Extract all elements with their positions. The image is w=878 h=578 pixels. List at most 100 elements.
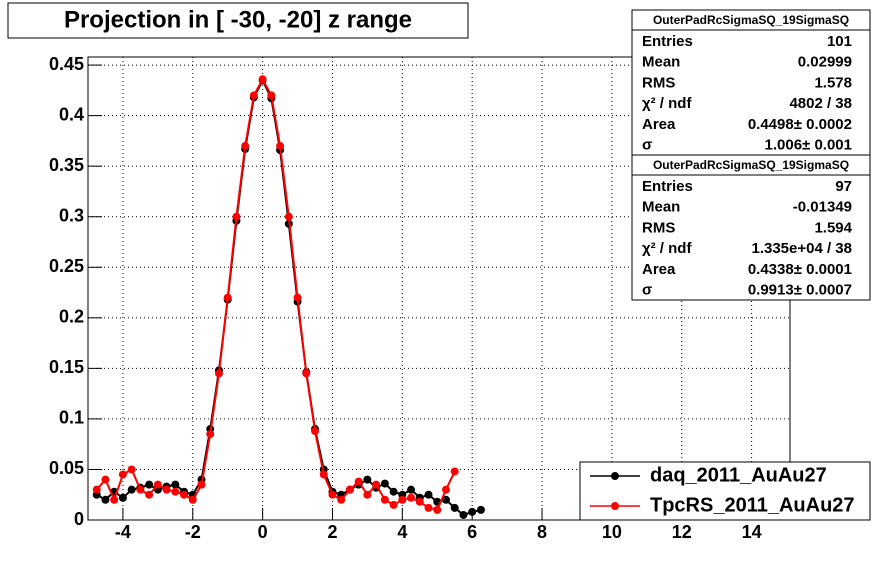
- stats-box: [631, 9, 871, 156]
- stats-label: χ² / ndf: [642, 95, 692, 112]
- marker: [363, 475, 372, 484]
- stats-value: 1.578: [814, 74, 852, 91]
- y-tick-label: 0.3: [59, 205, 84, 225]
- stats-value: 1.335e+04 / 38: [751, 240, 852, 257]
- marker: [380, 495, 389, 504]
- marker: [153, 480, 162, 489]
- marker: [110, 495, 119, 504]
- marker: [284, 212, 293, 221]
- stats-label: Area: [642, 116, 676, 133]
- marker: [415, 497, 424, 506]
- marker: [441, 485, 450, 494]
- y-tick-label: 0.1: [59, 408, 84, 428]
- y-tick-label: 0.15: [49, 357, 84, 377]
- stats-box: [631, 154, 871, 301]
- marker: [267, 91, 276, 100]
- stats-label: Entries: [642, 33, 693, 50]
- stats-label: Mean: [642, 54, 680, 71]
- marker: [398, 495, 407, 504]
- marker: [441, 495, 450, 504]
- marker: [145, 490, 154, 499]
- marker: [92, 485, 101, 494]
- marker: [372, 480, 381, 489]
- x-tick-label: 12: [672, 522, 692, 542]
- y-tick-label: 0.45: [49, 54, 84, 74]
- x-tick-label: -4: [115, 522, 131, 542]
- marker: [424, 490, 433, 499]
- marker: [389, 500, 398, 509]
- marker: [302, 369, 311, 378]
- legend-box: [579, 461, 871, 521]
- y-tick-label: 0: [74, 509, 84, 529]
- x-tick-label: 6: [467, 522, 477, 542]
- y-tick-label: 0.25: [49, 256, 84, 276]
- marker: [276, 141, 285, 150]
- marker: [363, 490, 372, 499]
- stats-label: RMS: [642, 219, 675, 236]
- stats-label: RMS: [642, 74, 675, 91]
- stats-value: 1.006± 0.001: [765, 136, 852, 153]
- legend-label: TpcRS_2011_AuAu27: [650, 494, 855, 516]
- y-tick-label: 0.2: [59, 307, 84, 327]
- marker: [311, 427, 320, 436]
- marker: [188, 495, 197, 504]
- marker: [162, 485, 171, 494]
- marker: [258, 75, 267, 84]
- marker: [101, 495, 110, 504]
- x-tick-label: 4: [397, 522, 407, 542]
- stats-label: Area: [642, 261, 676, 278]
- marker: [328, 490, 337, 499]
- marker: [206, 430, 215, 439]
- stats-value: 1.594: [814, 219, 852, 236]
- marker: [171, 487, 180, 496]
- marker: [450, 467, 459, 476]
- marker: [127, 485, 136, 494]
- marker: [345, 485, 354, 494]
- marker: [407, 485, 416, 494]
- marker: [145, 480, 154, 489]
- marker: [241, 141, 250, 150]
- marker: [197, 480, 206, 489]
- stats-title: OuterPadRcSigmaSQ_19SigmaSQ: [653, 13, 849, 27]
- marker: [459, 510, 468, 519]
- stats-label: σ: [642, 136, 652, 153]
- x-tick-label: -2: [185, 522, 201, 542]
- marker: [433, 505, 442, 514]
- marker: [171, 480, 180, 489]
- marker: [450, 503, 459, 512]
- x-tick-label: 14: [742, 522, 762, 542]
- title-box: [7, 2, 469, 39]
- y-tick-label: 0.05: [49, 458, 84, 478]
- stats-title: OuterPadRcSigmaSQ_19SigmaSQ: [653, 158, 849, 172]
- stats-label: χ² / ndf: [642, 240, 692, 257]
- stats-value: 0.4338± 0.0001: [748, 261, 852, 278]
- y-tick-label: 0.4: [59, 104, 84, 124]
- stats-value: -0.01349: [793, 199, 852, 216]
- marker: [389, 487, 398, 496]
- stats-value: 0.4498± 0.0002: [748, 116, 852, 133]
- y-tick-label: 0.35: [49, 155, 84, 175]
- x-tick-label: 10: [602, 522, 622, 542]
- stats-value: 4802 / 38: [789, 95, 852, 112]
- legend-marker: [611, 502, 619, 510]
- x-tick-label: 2: [327, 522, 337, 542]
- stats-label: σ: [642, 281, 652, 298]
- marker: [293, 293, 302, 302]
- marker: [380, 479, 389, 488]
- marker: [354, 477, 363, 486]
- marker: [127, 465, 136, 474]
- marker: [223, 293, 232, 302]
- marker: [476, 505, 485, 514]
- marker: [101, 475, 110, 484]
- stats-value: 101: [827, 33, 852, 50]
- stats-label: Entries: [642, 178, 693, 195]
- x-tick-label: 0: [258, 522, 268, 542]
- stats-value: 0.02999: [798, 54, 852, 71]
- marker: [232, 212, 241, 221]
- marker: [136, 485, 145, 494]
- marker: [249, 91, 258, 100]
- stats-value: 0.9913± 0.0007: [748, 281, 852, 298]
- marker: [214, 369, 223, 378]
- marker: [407, 493, 416, 502]
